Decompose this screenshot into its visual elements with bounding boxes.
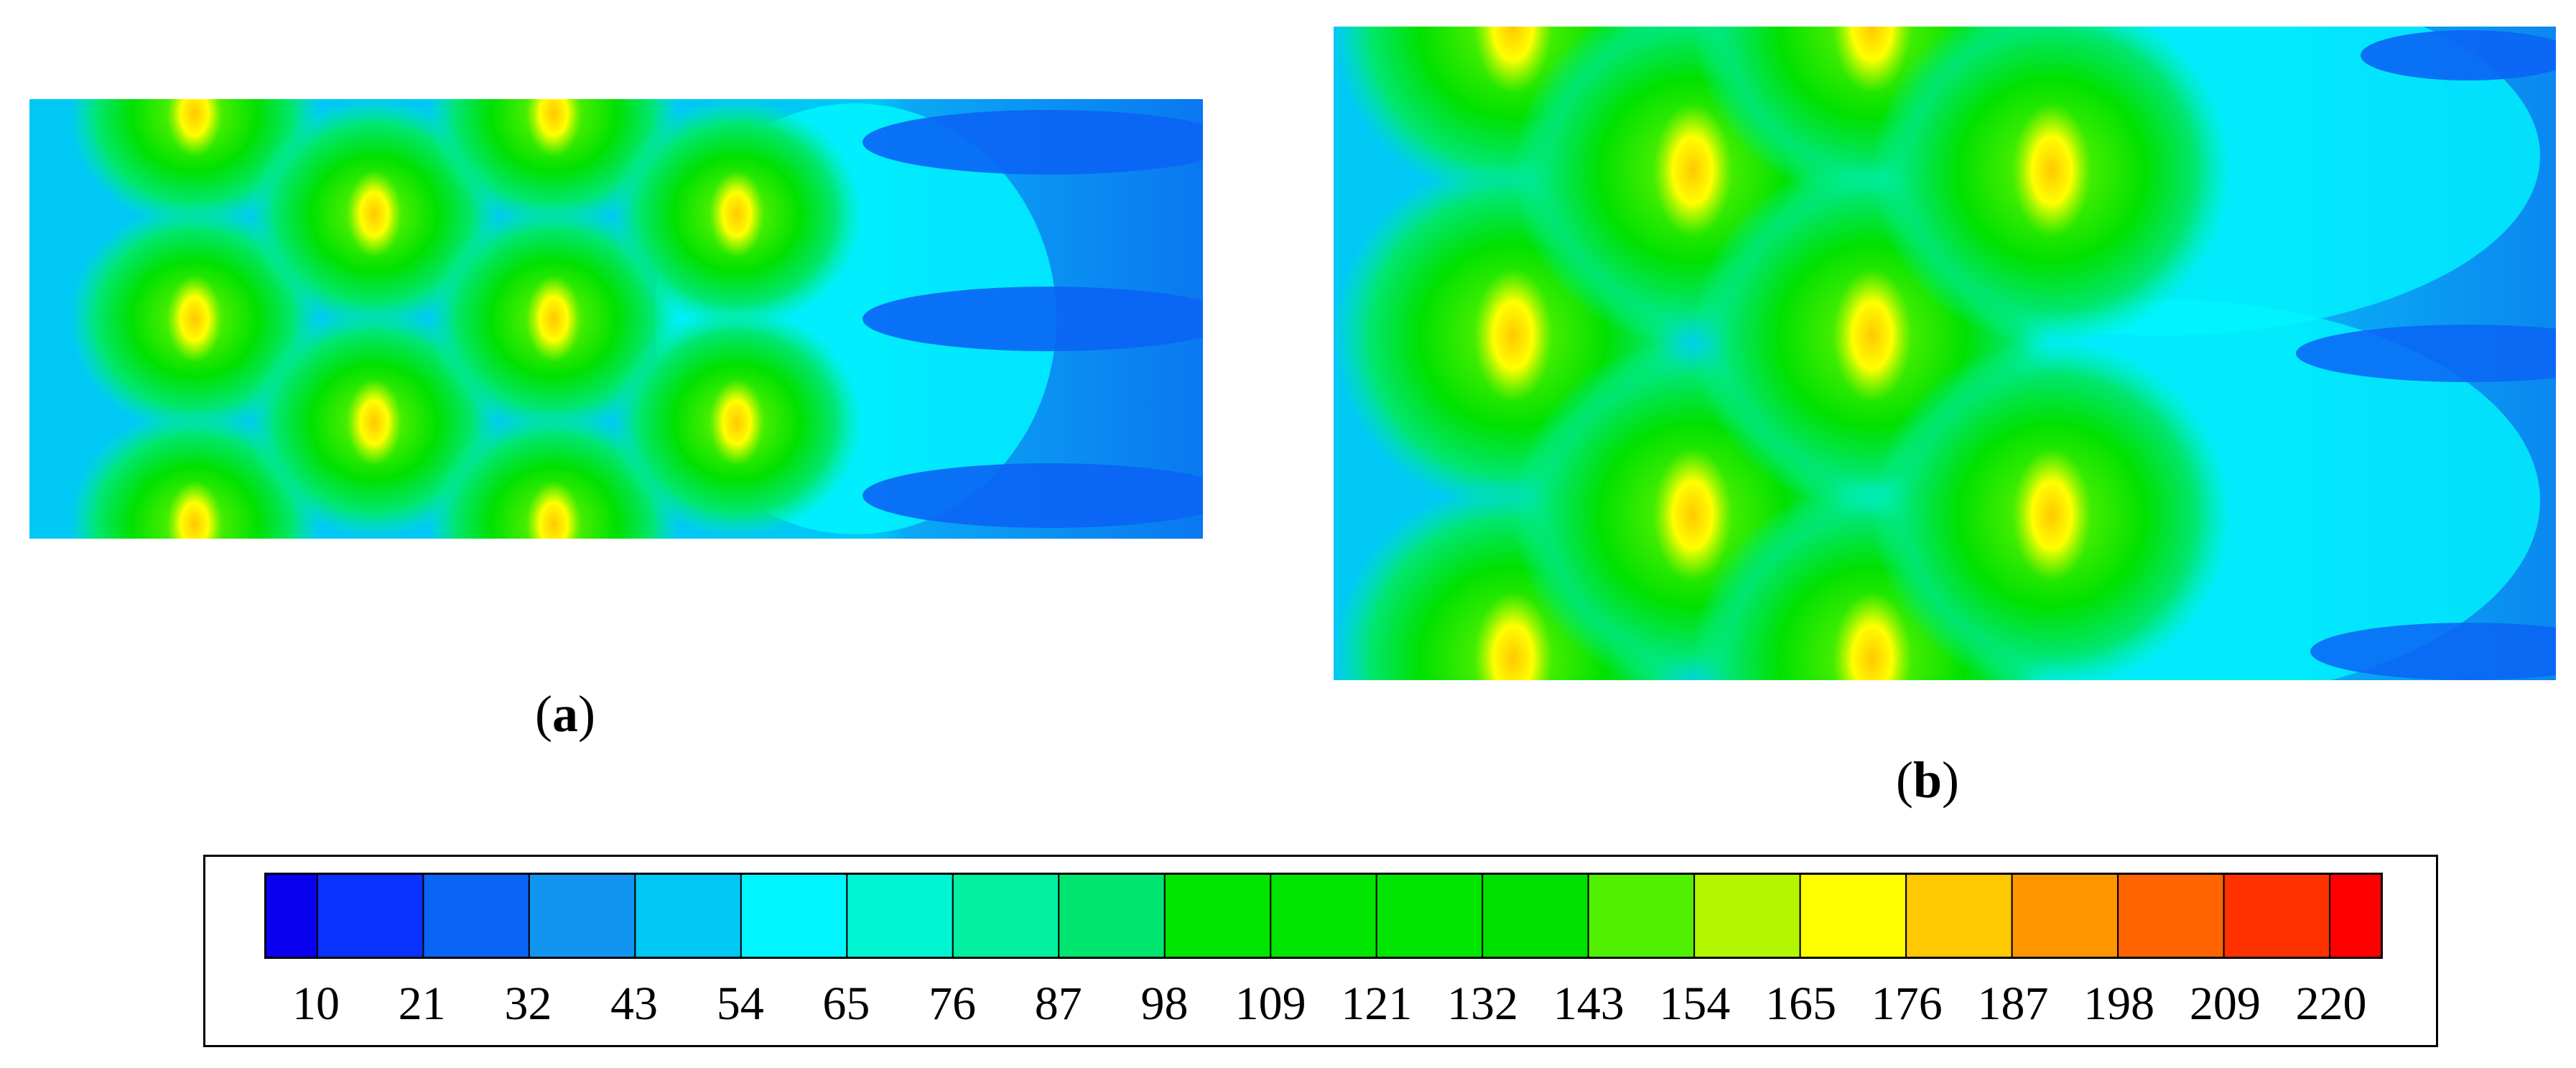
contour-plot-b-svg [1334,27,2556,680]
caption-b: (b) [1896,751,1960,809]
colorbar-swatch [266,874,318,957]
colorbar-swatch [2117,874,2225,957]
contour-plot-a [29,99,1203,539]
colorbar-swatch [316,874,424,957]
colorbar-swatch [1693,874,1801,957]
contour-core [346,379,402,466]
colorbar [264,873,2383,959]
contour-core [167,480,223,539]
colorbar-legend: 10 21 32 43 54 65 76 87 98 109 121 132 143 154 165 176 1… [203,855,2438,1047]
colorbar-tick-label: 98 [1140,978,1189,1030]
contour-core [167,99,223,157]
colorbar-tick-label: 109 [1234,978,1306,1030]
contour-core [526,99,582,157]
colorbar-swatch [1799,874,1907,957]
colorbar-tick-label: 143 [1553,978,1624,1030]
contour-core [1653,447,1732,582]
contour-core [1653,103,1732,238]
contour-core [709,379,765,466]
colorbar-tick-label: 10 [292,978,340,1030]
colorbar-tick-label: 121 [1341,978,1413,1030]
contour-core [1833,591,1912,680]
colorbar-tick-label: 176 [1871,978,1943,1030]
colorbar-tick-label: 154 [1659,978,1731,1030]
colorbar-swatch [846,874,954,957]
colorbar-swatch [528,874,636,957]
colorbar-swatch [1270,874,1377,957]
colorbar-tick-label: 187 [1977,978,2049,1030]
colorbar-tick-label: 54 [716,978,764,1030]
colorbar-swatch [2329,874,2381,957]
colorbar-tick-label: 198 [2083,978,2155,1030]
colorbar-swatches [266,874,2381,957]
colorbar-tick-label: 87 [1034,978,1082,1030]
colorbar-swatch [1587,874,1696,957]
colorbar-swatch [422,874,530,957]
contour-core [1833,27,1912,94]
contour-core [1474,27,1553,94]
contour-core [1474,268,1553,403]
contour-core [167,275,223,363]
contour-core [526,480,582,539]
colorbar-tick-label: 65 [822,978,870,1030]
contour-core [346,170,402,258]
colorbar-tick-label: 43 [610,978,659,1030]
contour-core [709,170,765,258]
colorbar-tick-label: 209 [2189,978,2261,1030]
contour-plot-a-svg [29,99,1203,539]
colorbar-swatch [1163,874,1272,957]
contour-core [526,275,582,363]
colorbar-tick-label: 76 [929,978,977,1030]
colorbar-swatch [1482,874,1589,957]
colorbar-swatch [1058,874,1166,957]
colorbar-tick-label: 132 [1447,978,1519,1030]
colorbar-swatch [634,874,742,957]
colorbar-swatch [1905,874,2013,957]
caption-a: (a) [535,685,595,743]
colorbar-tick-label: 32 [504,978,552,1030]
colorbar-tick-label: 220 [2295,978,2367,1030]
colorbar-swatch [952,874,1060,957]
contour-plot-b [1334,27,2556,680]
contour-core [2012,103,2091,238]
contour-core [2012,447,2091,582]
contour-core [1474,591,1553,680]
colorbar-tick-label: 165 [1765,978,1837,1030]
colorbar-swatch [1375,874,1484,957]
contour-core [1833,268,1912,403]
colorbar-swatch [2223,874,2331,957]
colorbar-swatch [2011,874,2119,957]
colorbar-tick-label: 21 [398,978,446,1030]
colorbar-swatch [740,874,848,957]
